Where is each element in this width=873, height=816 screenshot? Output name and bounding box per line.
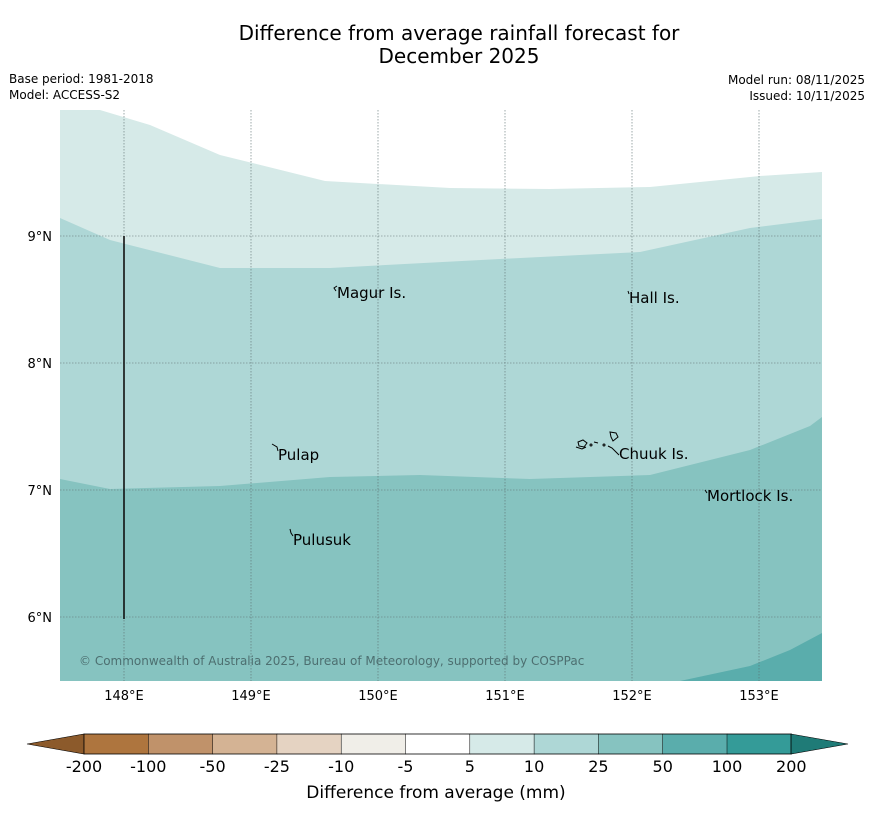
mortlock-island-shape [704,489,708,494]
legend-swatch-2 [212,733,278,755]
legend-swatch-8 [598,733,664,755]
meta-left: Base period: 1981-2018 Model: ACCESS-S2 [9,71,154,103]
band-50-100 [680,633,822,681]
legend-tick-9: 50 [653,757,673,776]
lon-tick-labels: 148°E 149°E 150°E 151°E 152°E 153°E [104,689,779,704]
lat-tick-9: 9°N [28,230,53,245]
base-period: Base period: 1981-2018 [9,72,154,86]
legend-tick-5: -5 [398,757,414,776]
legend-tick-3: -25 [264,757,290,776]
pulap-island-shape [271,443,279,452]
lon-tick-151: 151°E [485,689,525,704]
legend-tick-6: 5 [465,757,475,776]
legend-title: Difference from average (mm) [306,783,565,803]
legend-tick-11: 200 [776,757,807,776]
meta-right: Model run: 08/11/2025 Issued: 10/11/2025 [728,72,865,104]
label-magur: Magur Is. [337,284,406,302]
legend-swatch-3 [276,733,342,755]
lat-tick-6: 6°N [28,611,53,626]
legend-swatch-4 [340,733,407,755]
lon-tick-149: 149°E [231,689,271,704]
legend-tick-4: -10 [328,757,354,776]
legend-swatch-5 [405,733,471,755]
legend-tick-2: -50 [200,757,226,776]
legend-tick-8: 25 [588,757,608,776]
legend-swatch-1 [148,733,214,755]
legend-tick-0: -200 [66,757,102,776]
lat-tick-7: 7°N [28,484,53,499]
pulusuk-island-shape [289,528,294,537]
model-name: Model: ACCESS-S2 [9,88,121,102]
title-line-1: Difference from average rainfall forecas… [238,21,680,45]
map-title: Difference from average rainfall forecas… [0,22,873,68]
legend-swatch-9 [662,733,728,755]
legend-tick-1: -100 [130,757,166,776]
copyright-notice: © Commonwealth of Australia 2025, Bureau… [79,654,584,668]
lon-tick-153: 153°E [739,689,779,704]
label-mortlock: Mortlock Is. [707,487,793,505]
label-hall: Hall Is. [629,289,680,307]
map-area [60,110,822,681]
label-chuuk: Chuuk Is. [619,445,688,463]
lon-tick-150: 150°E [358,689,398,704]
title-line-2: December 2025 [378,44,540,68]
magur-island-shape [333,285,338,292]
chuuk-island-shape [575,431,620,456]
islands [271,285,708,537]
legend-swatch-10 [726,733,792,755]
lon-tick-152: 152°E [612,689,652,704]
legend-swatch-6 [469,733,535,755]
legend-tick-7: 10 [524,757,544,776]
legend-frame [83,733,792,755]
legend-swatch-0 [83,733,149,755]
band-25-50 [60,417,822,681]
legend-under-arrow [26,733,85,755]
label-pulusuk: Pulusuk [293,531,351,549]
legend-tick-labels: -200 -100 -50 -25 -10 -5 5 10 25 50 100 200 [66,757,807,776]
legend-over-arrow [790,733,849,755]
label-pulap: Pulap [278,446,319,464]
lat-tick-labels: 9°N 8°N 7°N 6°N [28,230,53,626]
hall-island-shape [627,290,630,295]
lat-tick-8: 8°N [28,357,53,372]
legend-tick-10: 100 [712,757,743,776]
issued-date: Issued: 10/11/2025 [749,89,865,103]
legend-swatch-7 [533,733,600,755]
lon-tick-148: 148°E [104,689,144,704]
legend-swatches [83,733,792,755]
model-run: Model run: 08/11/2025 [727,73,865,87]
legend-colorbar [26,733,849,755]
